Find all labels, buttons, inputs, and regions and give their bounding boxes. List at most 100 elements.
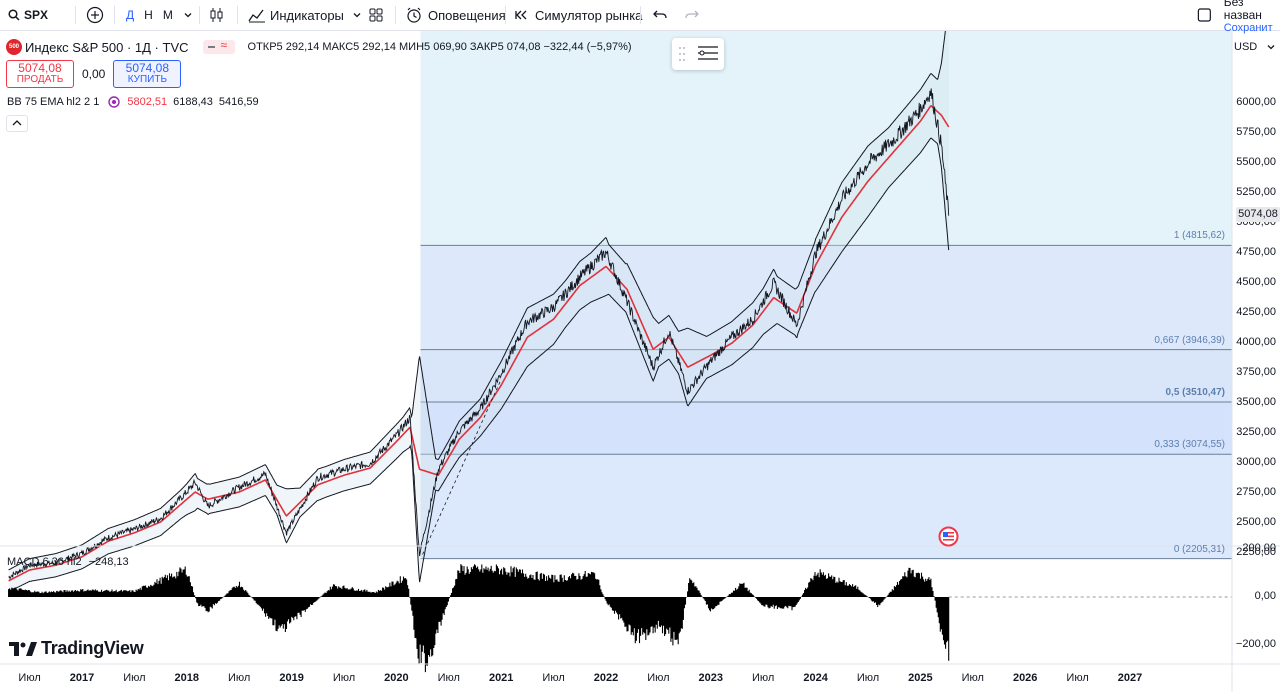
legend-title[interactable]: Индекс S&P 500 · 1Д · TVC: [25, 39, 189, 55]
tradingview-logo: TradingView: [9, 638, 144, 659]
interval-day[interactable]: Д: [126, 8, 135, 22]
undo-icon: [653, 10, 667, 19]
layout-name: Без назван: [1223, 0, 1262, 22]
time-tick-label: 2025: [908, 672, 933, 684]
grid-icon: [369, 8, 383, 22]
redo-button[interactable]: [684, 0, 700, 30]
time-tick-label: Июл: [332, 672, 356, 684]
time-tick-label: Июл: [18, 672, 41, 684]
undo-button[interactable]: [652, 0, 668, 30]
fib-zone-4: [420, 454, 1232, 559]
fib-zone-1: [420, 245, 1232, 350]
dash-icon: [207, 46, 215, 48]
macd-value: −248,13: [88, 556, 129, 568]
buy-label: КУПИТЬ: [127, 74, 168, 85]
chart-area[interactable]: 500 Индекс S&P 500 · 1Д · TVC ≈ ОТКР5 29…: [0, 31, 1280, 692]
fib-zone-2: [420, 349, 1232, 402]
interval-selector: Д Н М: [126, 0, 193, 30]
divider: [75, 6, 76, 24]
macd-histogram: [8, 564, 1232, 673]
trade-buttons: 5074,08 ПРОДАТЬ 0,00 5074,08 КУПИТЬ: [6, 60, 182, 88]
alerts-button[interactable]: Оповещения: [405, 0, 506, 30]
divider: [395, 6, 396, 24]
chevron-down-icon: [353, 13, 361, 18]
drag-handle-icon[interactable]: [672, 38, 724, 70]
alarm-clock-icon: [407, 7, 421, 23]
bb-value-basis: 5802,51: [127, 96, 168, 108]
price-tick-label: 4500,00: [1236, 276, 1276, 289]
bb-lower-line: [8, 137, 950, 593]
fib-level-label: 0,333 (3074,55): [1154, 439, 1225, 451]
bb-value-upper: 6188,43: [173, 96, 213, 108]
price-tick-label: 4250,00: [1236, 306, 1276, 319]
sell-button[interactable]: 5074,08 ПРОДАТЬ: [6, 60, 74, 88]
candles-icon: [210, 8, 223, 22]
legend-status-badge[interactable]: ≈: [202, 38, 235, 54]
indicators-button[interactable]: Индикаторы: [248, 0, 362, 30]
indicators-label: Индикаторы: [270, 7, 344, 23]
time-tick-label: 2027: [1117, 672, 1143, 684]
price-tick-label: 2250,00: [1236, 546, 1276, 559]
collapse-legend-button[interactable]: [6, 115, 28, 132]
chevron-down-icon[interactable]: [183, 10, 193, 20]
time-tick-label: 2020: [384, 672, 409, 684]
axis-lines: [0, 31, 1280, 692]
interval-month[interactable]: М: [162, 8, 173, 22]
refresh-icon[interactable]: [107, 95, 121, 109]
time-tick-label: Июл: [437, 672, 460, 684]
symbol-logo: 500: [6, 39, 22, 55]
bb-legend[interactable]: BB 75 EMA hl2 2 1 5802,51 6188,43 5416,5…: [7, 95, 259, 109]
bb-label: BB 75 EMA hl2 2 1: [7, 96, 100, 108]
compare-add-button[interactable]: [86, 0, 104, 30]
sell-label: ПРОДАТЬ: [16, 74, 64, 85]
symbol-search[interactable]: SPX: [8, 0, 48, 30]
interval-week[interactable]: Н: [144, 8, 153, 22]
layout-save-area[interactable]: Без назван Сохранит: [1197, 0, 1280, 34]
replay-button[interactable]: Симулятор рынка: [514, 0, 642, 30]
price-tick-label: 2750,00: [1236, 486, 1276, 499]
top-toolbar: SPX Д Н М Индикаторы Оповещения Симулято…: [0, 0, 1280, 34]
fib-background: [420, 31, 1232, 560]
price-tick-label: 5500,00: [1236, 156, 1276, 169]
fib-level-label: 1 (4815,62): [1173, 230, 1225, 242]
layout-checkbox-icon: [1197, 8, 1211, 22]
price-tick-label: 3500,00: [1236, 396, 1276, 409]
time-tick-label: 2023: [698, 672, 724, 684]
save-link[interactable]: Сохранит: [1223, 21, 1273, 34]
us-flag-event-icon[interactable]: [938, 526, 959, 547]
fib-level-label: 0,667 (3946,39): [1154, 334, 1225, 346]
bb-fill: [8, 31, 949, 592]
plus-circle-icon: [86, 6, 104, 24]
redo-icon: [685, 10, 699, 19]
indicators-icon: [248, 9, 265, 23]
macd-tick-label: 200,00: [1242, 542, 1276, 554]
bb-value-lower: 5416,59: [218, 96, 259, 108]
time-tick-label: Июл: [856, 672, 880, 684]
macd-legend[interactable]: MACD 6 36 hl2 −248,13: [7, 556, 129, 568]
price-tick-label: 3250,00: [1236, 426, 1276, 439]
price-series: [8, 88, 950, 582]
rewind-icon: [515, 10, 527, 20]
sell-price: 5074,08: [18, 61, 62, 75]
chevron-down-icon: [1267, 45, 1275, 50]
ohlc-values: ОТКР5 292,14 МАКС5 292,14 МИН5 069,90 ЗА…: [247, 41, 632, 53]
spread-value: 0,00: [82, 67, 106, 81]
buy-price: 5074,08: [125, 61, 170, 75]
divider: [114, 6, 115, 24]
time-tick-label: 2019: [279, 672, 304, 684]
time-tick-label: Июл: [752, 672, 775, 684]
currency-selector[interactable]: USD: [1234, 38, 1278, 56]
divider: [505, 6, 506, 24]
price-chart[interactable]: [0, 31, 1280, 692]
symbol-name: SPX: [24, 8, 49, 22]
time-tick-label: Июл: [961, 672, 984, 684]
price-tick-label: 5250,00: [1236, 186, 1276, 199]
trend-line: [422, 379, 502, 555]
templates-button[interactable]: [368, 0, 384, 30]
buy-button[interactable]: 5074,08 КУПИТЬ: [113, 60, 182, 88]
price-tick-label: 4000,00: [1236, 336, 1276, 349]
current-price-tag: 5074,08: [1236, 207, 1280, 223]
floating-drawing-toolbar[interactable]: [672, 38, 724, 70]
chart-type-button[interactable]: [209, 0, 225, 30]
time-tick-label: 2026: [1012, 672, 1038, 684]
